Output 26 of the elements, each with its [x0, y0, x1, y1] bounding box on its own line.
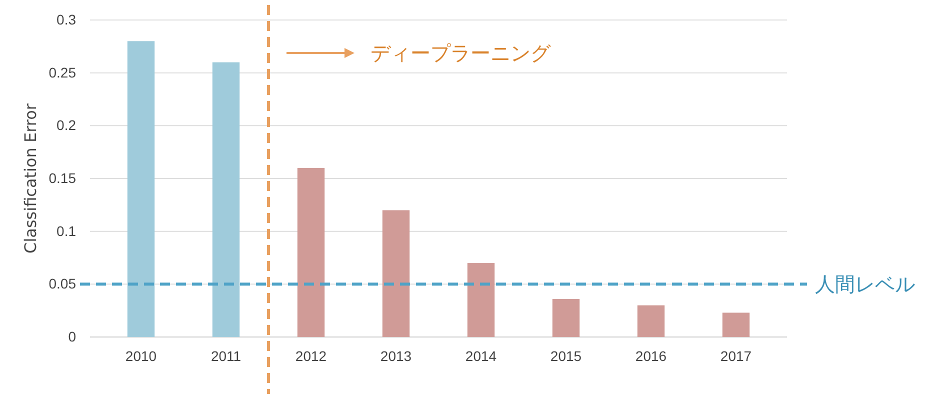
x-tick-label: 2010 [125, 348, 157, 364]
bar [212, 62, 240, 337]
y-tick-label: 0.1 [56, 222, 76, 239]
y-tick-label: 0.25 [48, 64, 76, 80]
x-tick-label: 2014 [465, 348, 497, 364]
y-tick-label: 0.3 [56, 11, 76, 28]
bar [127, 41, 155, 337]
y-axis-title: Classification Error [21, 103, 40, 254]
x-tick-label: 2015 [550, 348, 582, 364]
x-tick-label: 2016 [635, 348, 667, 364]
y-tick-label: 0.2 [56, 117, 76, 134]
y-tick-label: 0 [68, 328, 76, 344]
bar [637, 305, 665, 337]
x-tick-label: 2017 [720, 348, 752, 364]
bar [552, 298, 580, 337]
x-tick-label: 2011 [210, 348, 242, 364]
ref-line-label: 人間レベル [815, 272, 915, 296]
x-tick-label: 2013 [380, 348, 412, 364]
bar [467, 263, 495, 337]
bar [297, 168, 325, 337]
annotation: ディープラーニング [370, 41, 552, 65]
bar [722, 312, 750, 337]
y-tick-label: 0.05 [48, 276, 76, 292]
bar [382, 210, 410, 337]
y-tick-label: 0.15 [48, 170, 76, 186]
x-tick-label: 2012 [295, 348, 327, 364]
